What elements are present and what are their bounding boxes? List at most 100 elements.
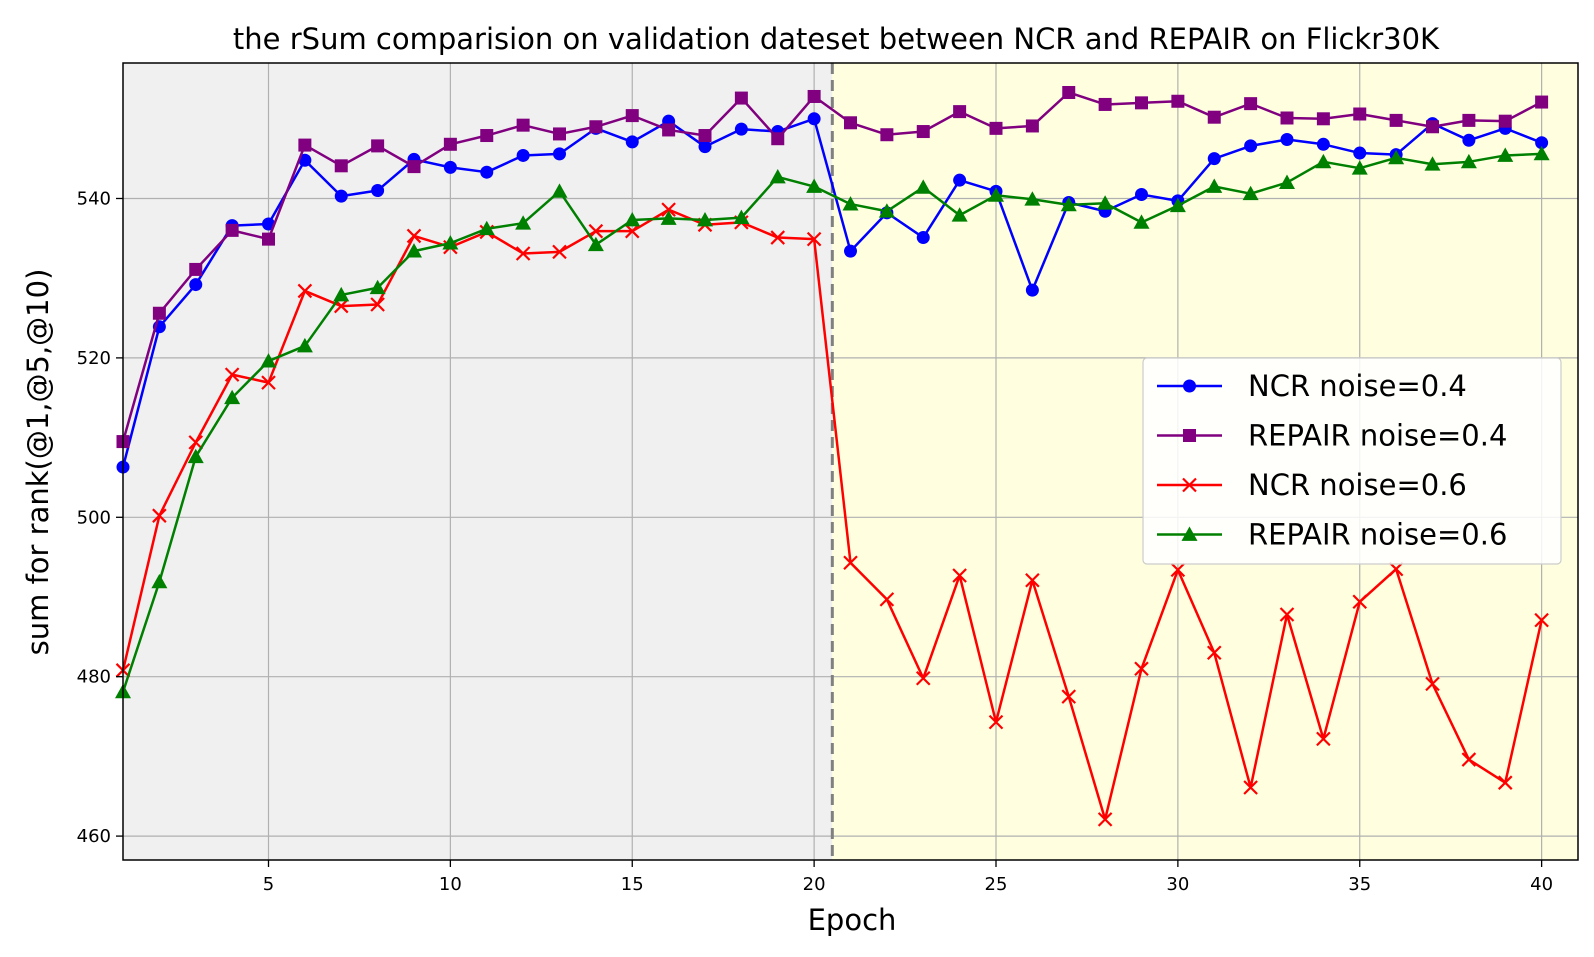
x-tick-label: 20 (803, 874, 826, 895)
data-point (553, 127, 566, 141)
data-point (442, 235, 459, 250)
data-point (915, 671, 931, 686)
x-tick-label: 30 (1166, 874, 1189, 895)
data-point (588, 223, 604, 239)
data-point (224, 367, 240, 382)
x-tick-label: 10 (439, 874, 462, 895)
data-point (879, 592, 895, 607)
data-point (734, 91, 748, 105)
data-point (625, 109, 639, 123)
data-point (733, 209, 750, 225)
y-tick-label: 540 (77, 188, 111, 209)
legend-box (1142, 357, 1562, 565)
data-point (262, 232, 275, 246)
data-point (224, 389, 241, 405)
data-point (1097, 195, 1114, 210)
data-point (624, 223, 640, 239)
chart-title: the rSum comparision on validation dates… (233, 22, 1440, 56)
data-point (515, 246, 531, 261)
data-point (697, 212, 713, 227)
data-point (1316, 731, 1331, 747)
data-point (1207, 152, 1221, 166)
legend-marker (1181, 526, 1198, 541)
data-point (334, 159, 348, 173)
legend-entry: REPAIR noise=0.4 (1157, 419, 1507, 453)
legend-entry: NCR noise=0.6 (1157, 468, 1467, 502)
data-point (406, 228, 422, 244)
legend-label: NCR noise=0.6 (1248, 468, 1467, 502)
data-point (187, 448, 204, 464)
data-point (1134, 661, 1149, 676)
data-point (1171, 94, 1185, 108)
data-point (296, 337, 313, 353)
data-point (1425, 676, 1440, 692)
data-point (552, 244, 567, 260)
data-point (1389, 113, 1403, 127)
data-point (842, 196, 859, 211)
data-point (662, 123, 676, 137)
data-point (407, 160, 421, 174)
data-point (1353, 146, 1367, 160)
data-point (953, 105, 967, 119)
data-point (225, 223, 239, 237)
data-point (916, 231, 930, 245)
data-point (1280, 133, 1294, 147)
data-point (952, 568, 967, 583)
data-point (261, 375, 276, 390)
data-point (1135, 188, 1148, 202)
data-point (1098, 97, 1112, 111)
plot-frame (122, 62, 1579, 861)
data-point (1097, 812, 1113, 827)
data-point (371, 184, 385, 198)
data-point (660, 210, 677, 225)
data-point (916, 125, 930, 139)
data-point (1353, 107, 1367, 121)
data-point (516, 148, 530, 162)
data-point (551, 183, 568, 198)
data-point (844, 244, 857, 258)
data-point (1280, 111, 1294, 125)
data-point (1498, 114, 1512, 128)
data-point (443, 160, 457, 174)
legend-label: NCR noise=0.4 (1248, 369, 1467, 403)
data-point (734, 122, 748, 136)
series-line (121, 208, 1543, 821)
data-point (1279, 607, 1295, 622)
data-point (1462, 113, 1476, 127)
legend-entry: NCR noise=0.4 (1157, 369, 1467, 403)
data-point (1388, 149, 1405, 165)
data-point (333, 286, 350, 302)
data-point (370, 297, 385, 312)
series-line (121, 152, 1542, 693)
data-point (989, 121, 1003, 135)
data-point (1351, 160, 1368, 175)
data-point (661, 202, 676, 217)
data-point (1025, 283, 1039, 297)
data-point (878, 203, 895, 218)
data-point (406, 243, 422, 258)
data-point (1497, 775, 1513, 790)
data-point (1279, 174, 1295, 189)
data-point (152, 508, 167, 523)
data-point (188, 435, 204, 450)
data-point (1535, 95, 1549, 109)
data-point (298, 153, 312, 167)
data-point (1316, 112, 1330, 126)
data-point (1316, 137, 1330, 151)
data-point (1206, 178, 1223, 193)
x-axis-label: Epoch (808, 903, 897, 937)
data-point (1461, 752, 1477, 767)
data-point (1424, 156, 1441, 171)
data-point (1244, 97, 1258, 111)
data-point (480, 165, 494, 179)
data-point (189, 262, 203, 276)
data-point (1244, 139, 1258, 153)
y-tick-label: 460 (77, 826, 111, 847)
series-repair-noise-0-6 (115, 145, 1550, 699)
axis-ticks: 5 10 15 20 25 30 35 40 460 480 500 520 540 (77, 188, 1553, 895)
data-point (1534, 612, 1549, 628)
data-point (953, 173, 967, 187)
data-point (1025, 572, 1040, 588)
data-point (1315, 153, 1332, 169)
data-point (1460, 153, 1477, 169)
